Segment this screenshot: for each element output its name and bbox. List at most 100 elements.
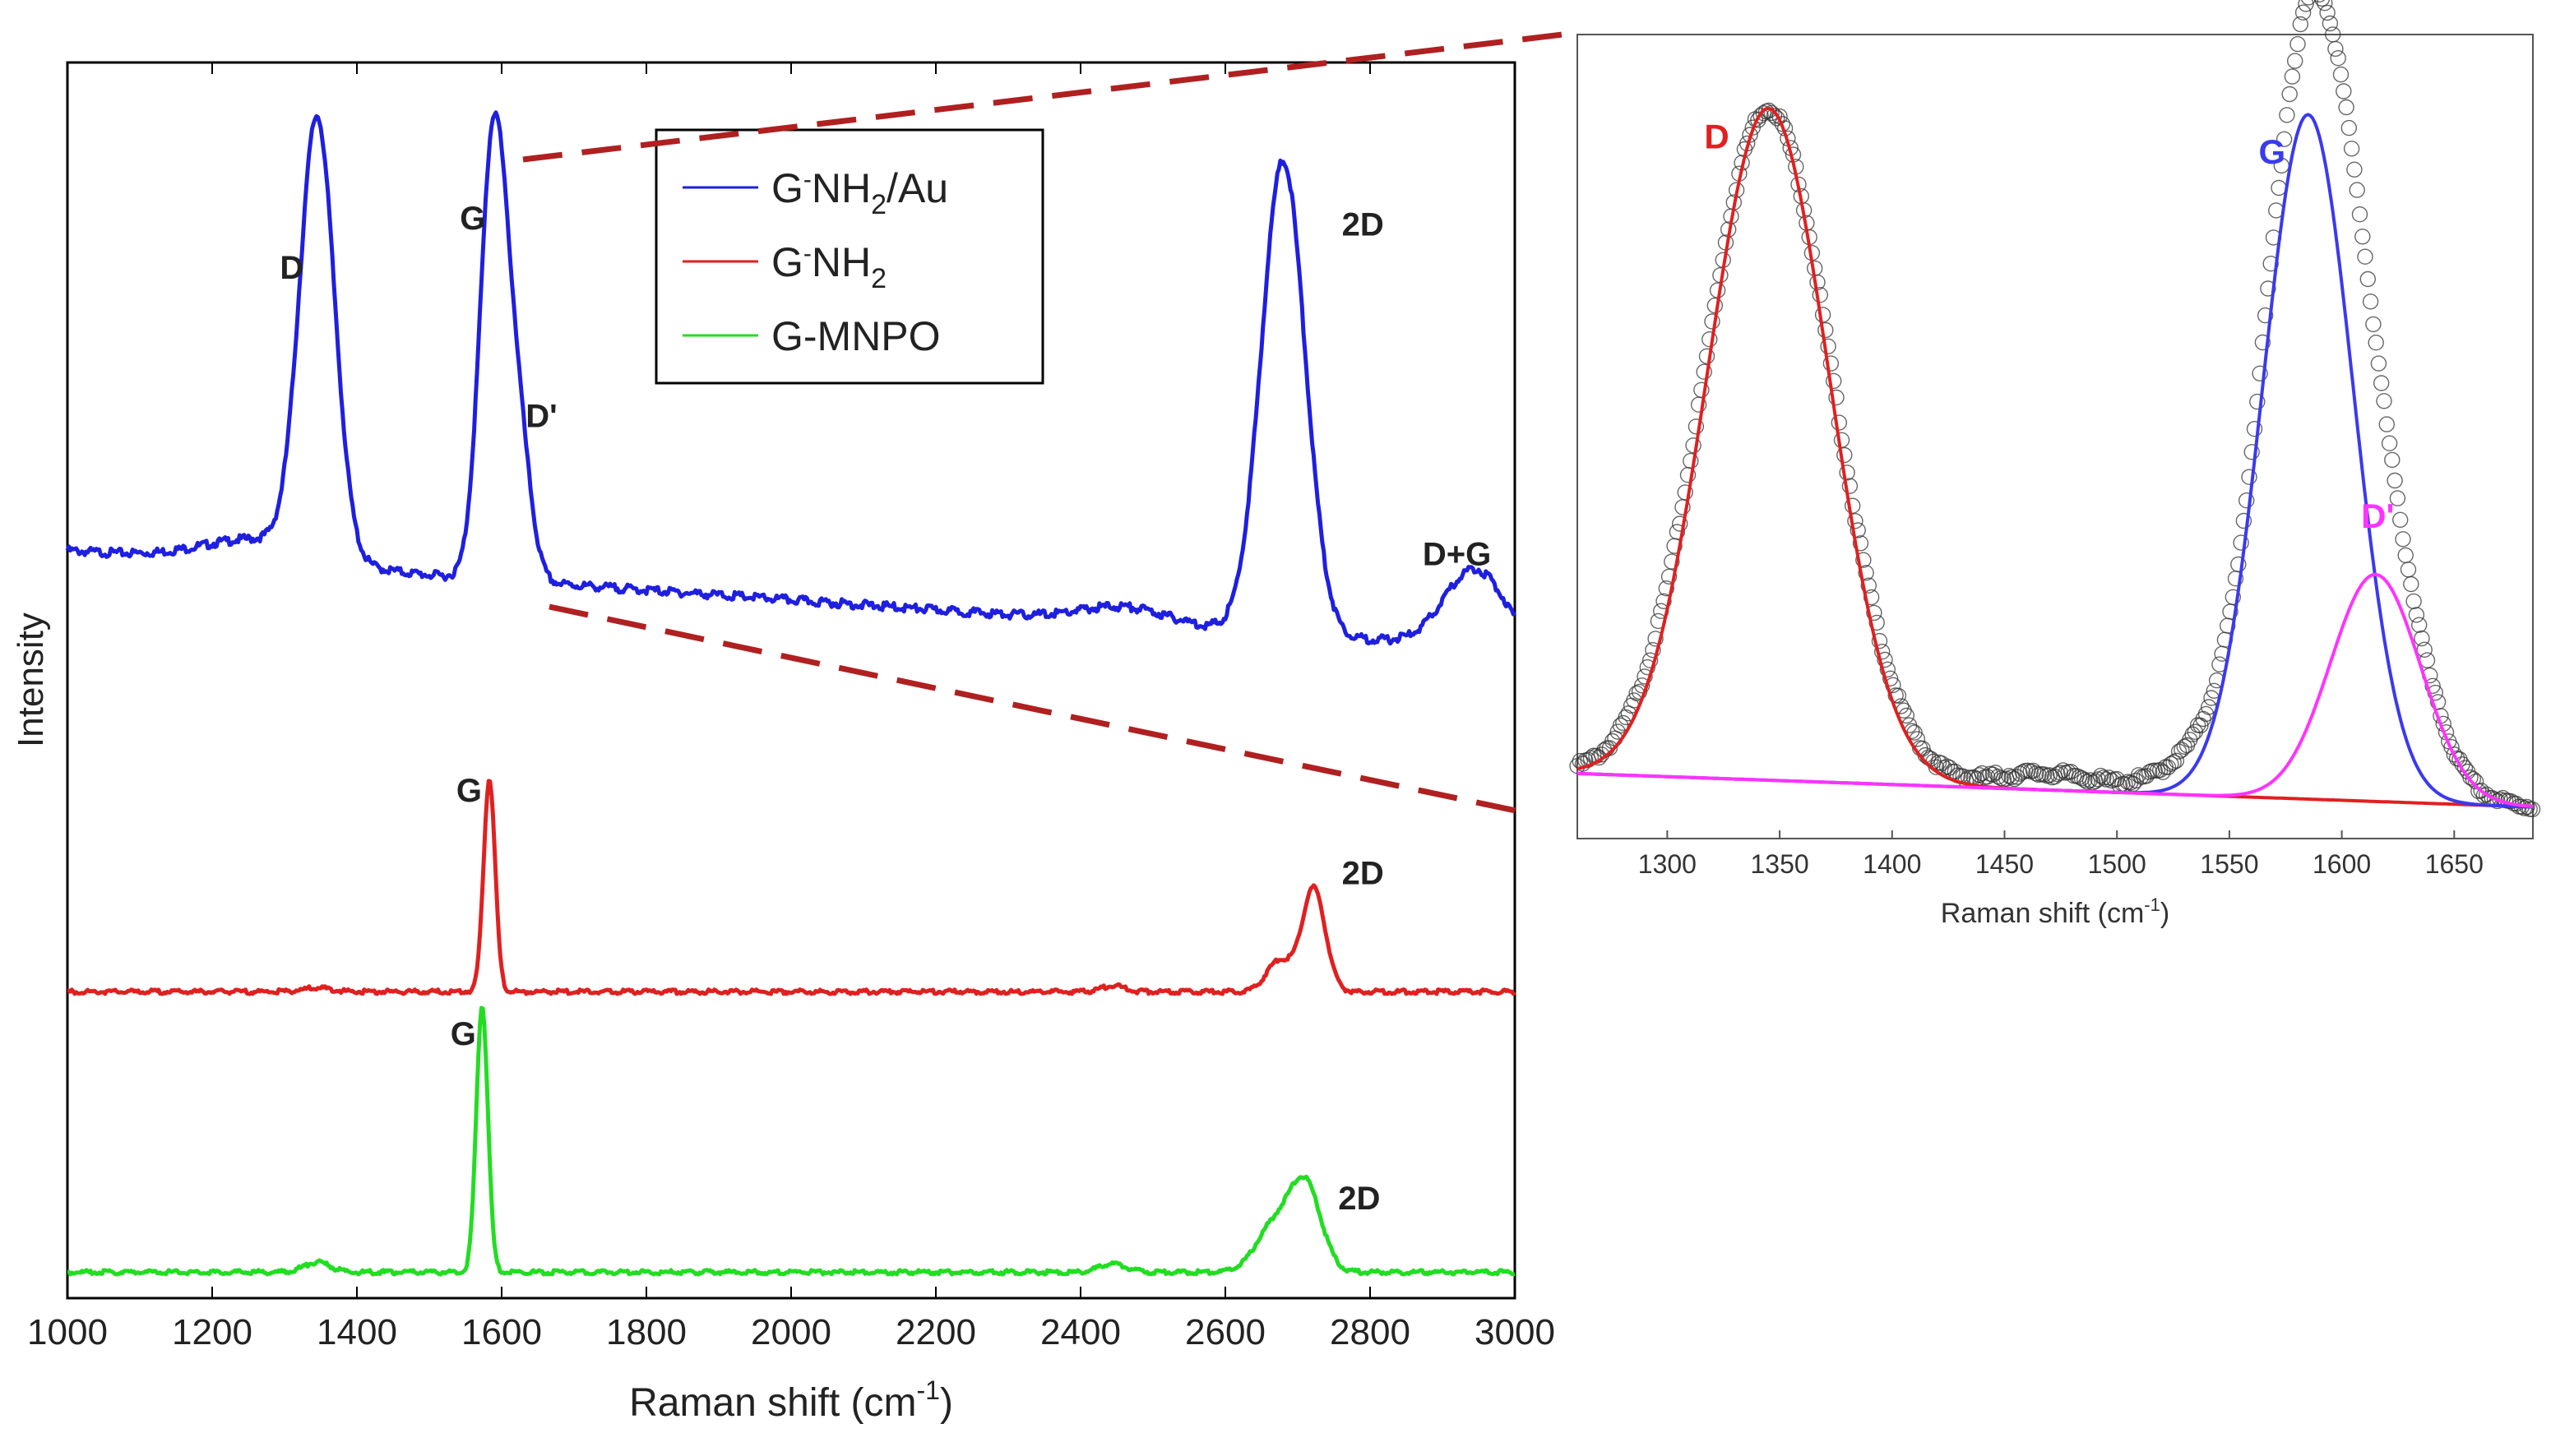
inset-data-point xyxy=(1639,659,1656,676)
inset-x-label-end: ) xyxy=(2160,898,2169,929)
peak-annotation: 2D xyxy=(1338,1181,1380,1217)
inset-data-point xyxy=(2052,765,2069,781)
x-tick-label: 1400 xyxy=(317,1312,397,1352)
inset-x-tick-label: 1550 xyxy=(2200,849,2258,879)
main-x-axis: 1000 1200 1400 1600 1800 2000 2200 2400 2600 2800… xyxy=(27,62,1555,1352)
inset-data-point xyxy=(1822,355,1840,372)
inset-data-point xyxy=(1660,568,1678,585)
inset-data-point xyxy=(1828,389,1845,406)
x-tick-label: 2400 xyxy=(1040,1312,1121,1352)
inset-data-point xyxy=(2376,393,2392,409)
inset-data-point xyxy=(2225,589,2242,605)
x-tick-label: 1000 xyxy=(27,1312,108,1352)
inset-data-point xyxy=(2165,754,2182,770)
inset-data-point xyxy=(1863,589,1880,606)
inset-data-point xyxy=(1882,670,1899,686)
inset-data-point xyxy=(2249,393,2266,410)
inset-peak-label: D xyxy=(1704,118,1729,156)
inset-data-point xyxy=(2003,769,2020,786)
inset-data-point xyxy=(2098,771,2114,788)
inset-data-point xyxy=(2357,248,2373,265)
peak-annotation: D' xyxy=(525,398,557,434)
inset-data-point xyxy=(2408,607,2425,623)
legend-label-part: G xyxy=(771,239,803,285)
inset-data-point xyxy=(2313,0,2326,2)
peak-annotation: 2D xyxy=(1342,855,1384,891)
inset-data-point xyxy=(2073,770,2090,787)
inset-data-point xyxy=(2286,53,2303,69)
inset-data-point xyxy=(1671,515,1688,532)
inset-data-point xyxy=(2330,49,2346,67)
inset-data-point xyxy=(1825,372,1842,390)
legend-label-part: - xyxy=(803,166,812,193)
x-tick-label: 2200 xyxy=(896,1312,976,1352)
inset-x-label-text: Raman shift (cm xyxy=(1941,898,2145,929)
inset-data-point xyxy=(1774,116,1791,132)
inset-fit-D' xyxy=(1577,572,2534,808)
inset-data-point xyxy=(1812,287,1829,303)
inset-x-tick-label: 1400 xyxy=(1863,849,1921,879)
legend-label-part: G xyxy=(771,165,803,211)
inset-data-point xyxy=(2391,511,2409,528)
inset-data-point xyxy=(2317,0,2333,12)
inset-data-point xyxy=(1938,758,1956,774)
inset-data-point xyxy=(2378,416,2396,432)
inset-data-point xyxy=(1658,580,1675,597)
main-series-group xyxy=(65,110,1516,1277)
inset-data-point xyxy=(2289,35,2306,53)
inset-data-point xyxy=(1873,644,1891,660)
inset-data-point xyxy=(2187,723,2204,740)
inset-data-point xyxy=(1601,740,1618,756)
inset-data-point xyxy=(1685,437,1701,454)
inset-data-point xyxy=(1833,432,1850,448)
inset-data-point xyxy=(2370,355,2387,372)
inset-x-tick-label: 1500 xyxy=(2088,849,2146,879)
peak-annotation: D+G xyxy=(1423,537,1491,573)
inset-data-point xyxy=(1844,497,1861,514)
inset-data-point xyxy=(2384,451,2401,469)
inset-data-point xyxy=(2279,107,2295,123)
legend-box xyxy=(655,128,1044,385)
legend-label-part: G-MNPO xyxy=(771,313,941,359)
inset-data-point xyxy=(1688,418,1705,435)
inset-data-point xyxy=(2395,531,2411,548)
inset-data-point xyxy=(1866,604,1882,622)
inset-data-point xyxy=(1871,632,1888,649)
inset-data-point xyxy=(1831,414,1848,431)
inset-data-point xyxy=(2138,768,2155,784)
inset-data-point xyxy=(2300,0,2317,6)
inset-data-point xyxy=(2262,256,2279,272)
inset-data-point xyxy=(2327,40,2344,58)
zoom-connector-lines xyxy=(522,31,1563,817)
legend-label-part: 2 xyxy=(871,263,887,294)
inset-data-point xyxy=(1852,535,1869,552)
inset-data-point xyxy=(2359,270,2377,288)
inset-data-point xyxy=(1645,642,1661,659)
inset-data-point xyxy=(2235,512,2252,529)
inset-data-point xyxy=(1850,522,1866,538)
inset-data-point xyxy=(2292,16,2309,33)
peak-annotation: G xyxy=(460,201,485,237)
inset-data-point xyxy=(2049,766,2066,783)
inset-data-point xyxy=(2462,770,2479,786)
peak-annotation: 2D xyxy=(1342,206,1384,243)
inset-data-point xyxy=(2351,206,2368,223)
inset-data-point xyxy=(2349,182,2365,198)
inset-data-point xyxy=(2410,617,2428,633)
inset-data-point xyxy=(2373,375,2390,391)
inset-x-tick-label: 1600 xyxy=(2313,849,2371,879)
inset-data-point xyxy=(2168,752,2185,769)
inset-data-point xyxy=(2365,316,2382,333)
series-line-G-NH2/Au xyxy=(65,110,1516,646)
main-x-label-text: Raman shift (cm xyxy=(629,1381,916,1425)
legend-label: G-MNPO xyxy=(771,313,941,359)
main-x-label-sup: -1 xyxy=(916,1375,939,1405)
inset-data-point xyxy=(2368,335,2384,351)
inset-data-point xyxy=(1836,446,1853,464)
inset-data-point xyxy=(1655,593,1672,609)
inset-data-point xyxy=(2405,593,2422,610)
inset-x-tick-label: 1450 xyxy=(1975,849,2034,879)
legend-entry: G-NH2/Au xyxy=(683,165,948,220)
inset-peak-label: G xyxy=(2259,132,2286,171)
inset-data-point xyxy=(1839,465,1855,481)
